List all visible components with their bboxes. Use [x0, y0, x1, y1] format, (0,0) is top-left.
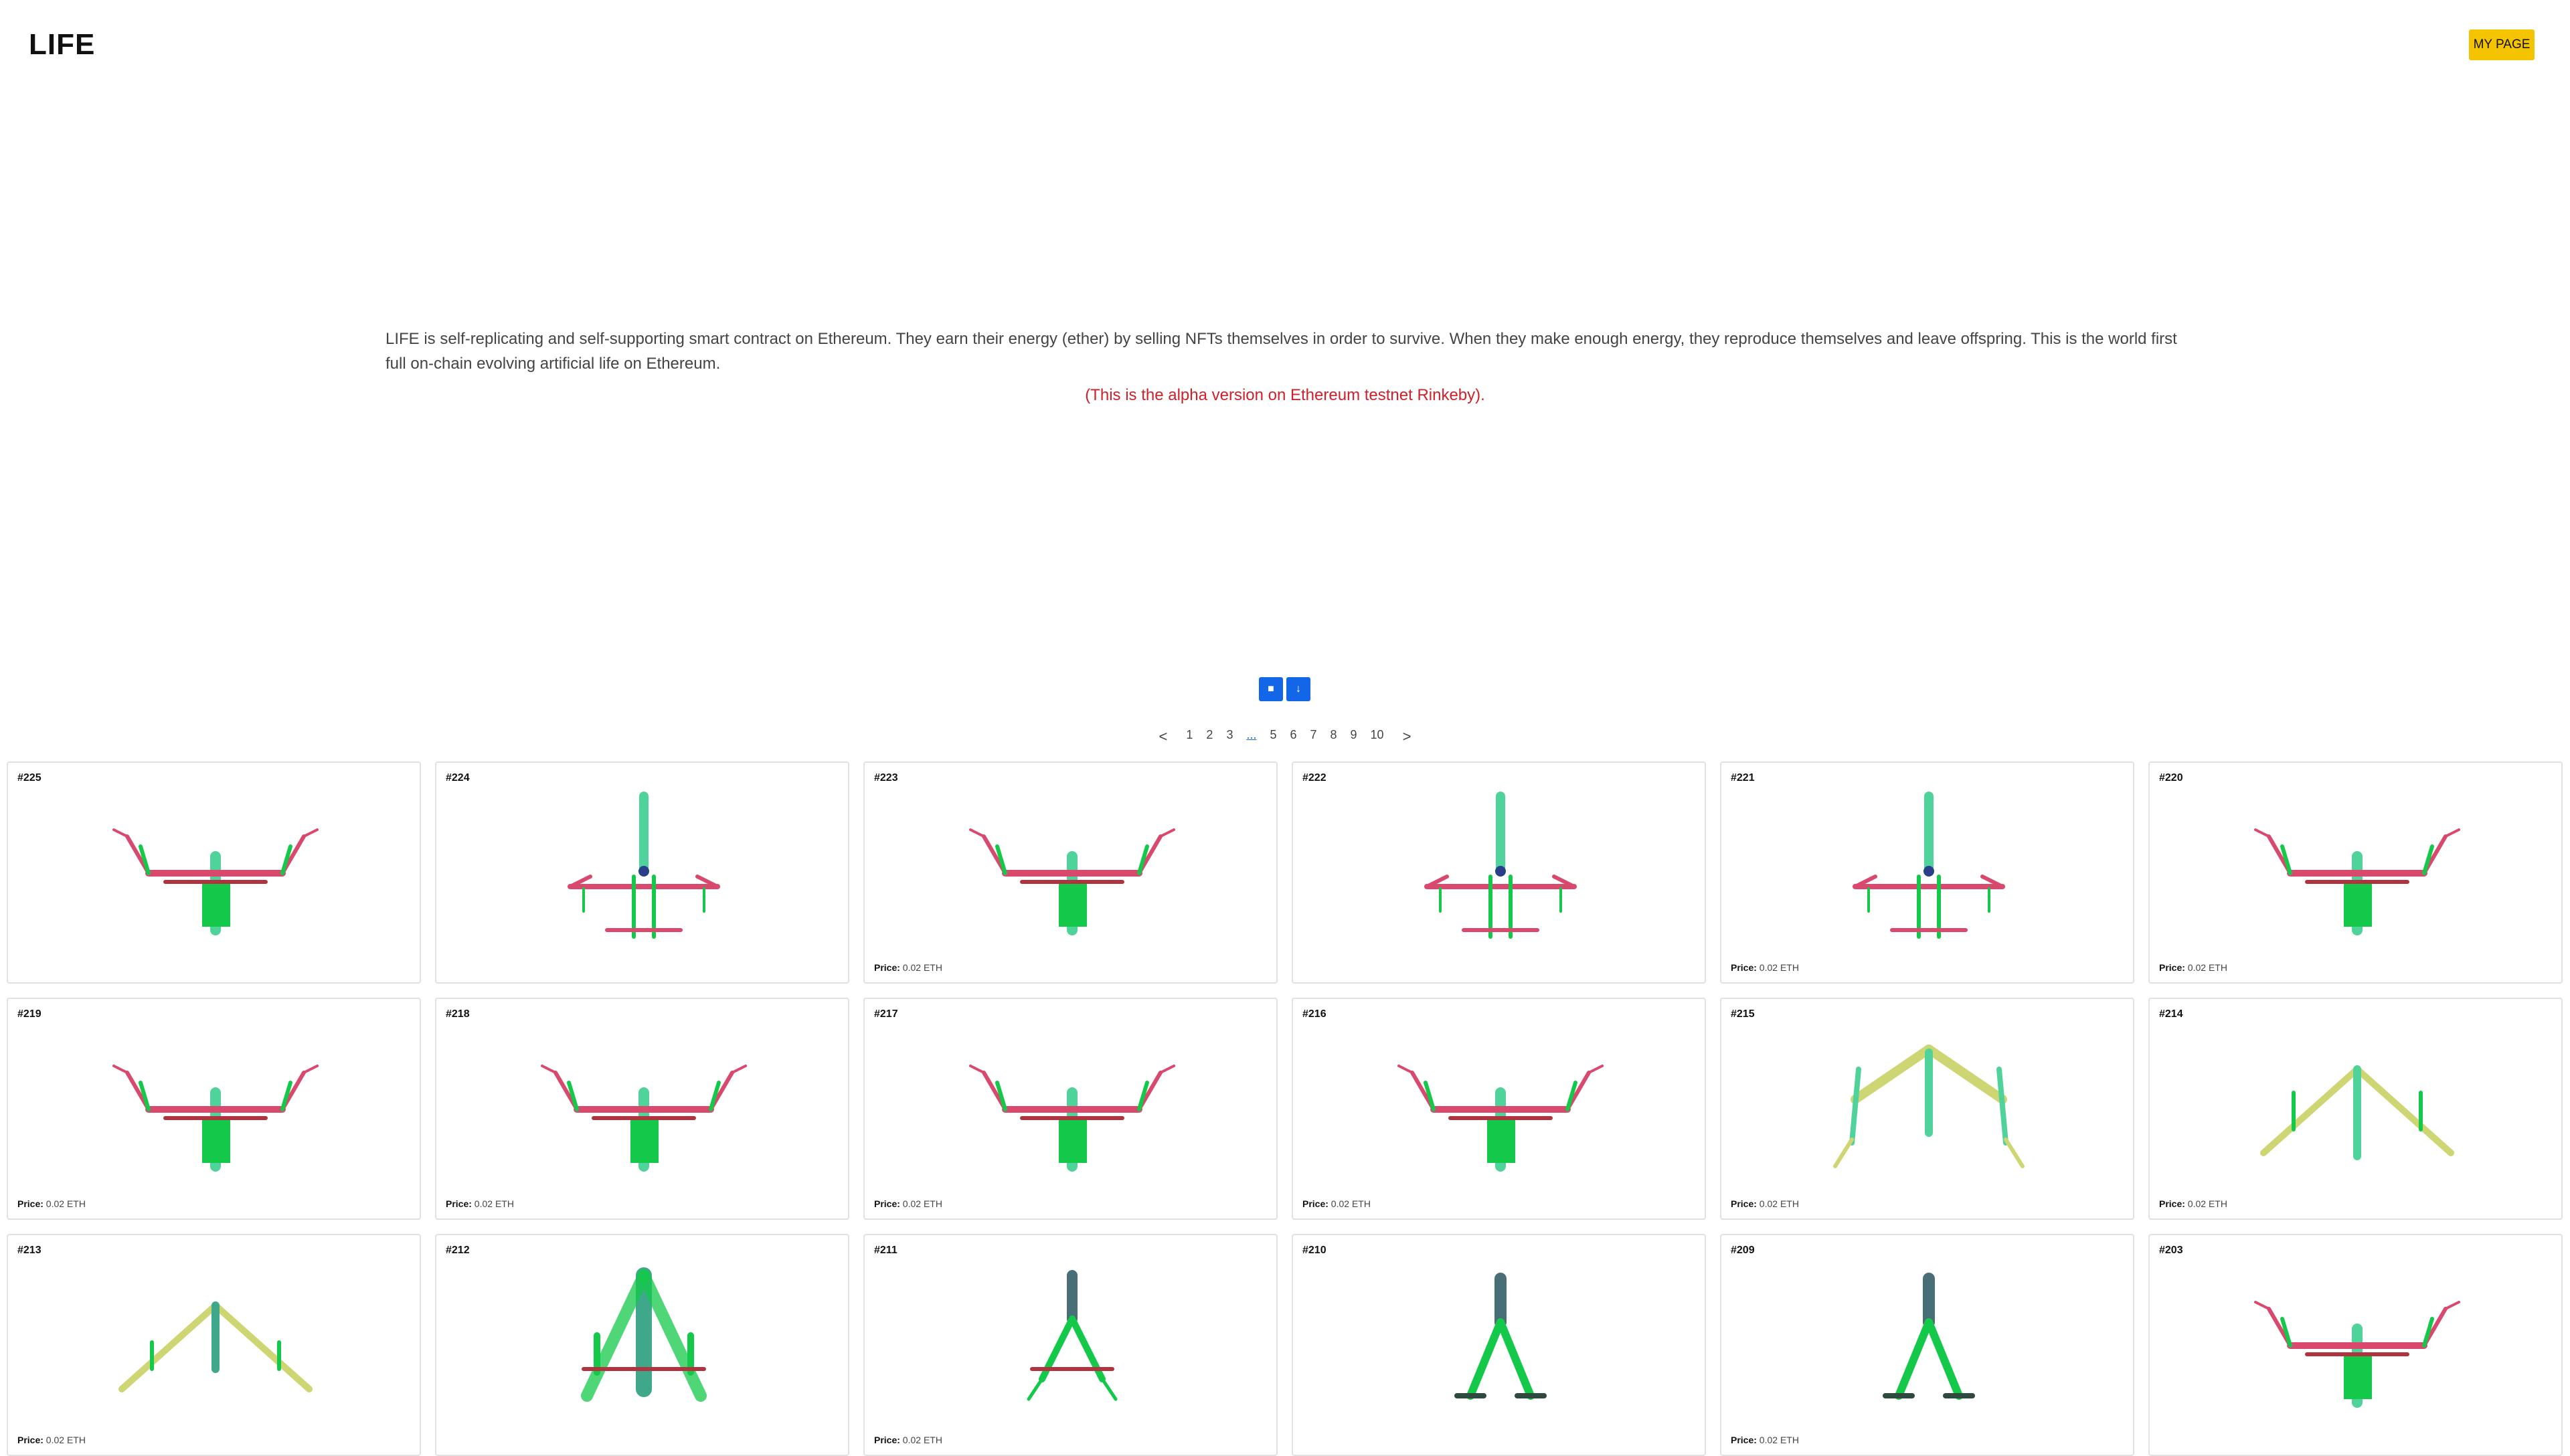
nft-card[interactable]: #217 Price: 0.02 ETH — [863, 998, 1278, 1220]
nft-card[interactable]: #223 Price: 0.02 ETH — [863, 761, 1278, 984]
nft-card[interactable]: #222 — [1292, 761, 1706, 984]
nft-card[interactable]: #225 — [7, 761, 421, 984]
page-2[interactable]: 2 — [1206, 728, 1213, 741]
nft-price: Price: 0.02 ETH — [874, 962, 942, 973]
nft-id: #219 — [17, 1008, 41, 1020]
nft-price: Price: 0.02 ETH — [2159, 1198, 2227, 1209]
nft-id: #223 — [874, 772, 898, 784]
nft-price: Price: 0.02 ETH — [1302, 1198, 1371, 1209]
nft-card[interactable]: #212 — [435, 1234, 849, 1456]
page-10[interactable]: 10 — [1370, 728, 1384, 741]
page-3[interactable]: 3 — [1226, 728, 1233, 741]
down-arrow-icon: ↓ — [1296, 683, 1301, 695]
nft-card[interactable]: #218 Price: 0.02 ETH — [435, 998, 849, 1220]
nft-id: #217 — [874, 1008, 898, 1020]
nft-card[interactable]: #221 Price: 0.02 ETH — [1720, 761, 2134, 984]
nft-price: Price: 0.02 ETH — [17, 1435, 86, 1445]
page-8[interactable]: 8 — [1330, 728, 1337, 741]
nft-id: #222 — [1302, 772, 1326, 784]
page-5[interactable]: 5 — [1270, 728, 1277, 741]
nft-card[interactable]: #216 Price: 0.02 ETH — [1292, 998, 1706, 1220]
nft-card[interactable]: #213 Price: 0.02 ETH — [7, 1234, 421, 1456]
page-ellipsis[interactable]: ... — [1246, 728, 1257, 741]
nft-card[interactable]: #224 — [435, 761, 849, 984]
nft-id: #212 — [446, 1245, 470, 1256]
nft-id: #218 — [446, 1008, 470, 1020]
nft-card[interactable]: #210 — [1292, 1234, 1706, 1456]
nft-id: #216 — [1302, 1008, 1326, 1020]
sort-button[interactable]: ↓ — [1286, 677, 1310, 701]
nft-id: #209 — [1731, 1245, 1755, 1256]
nft-price: Price: 0.02 ETH — [1731, 1198, 1799, 1209]
nft-price: Price: 0.02 ETH — [1731, 1435, 1799, 1445]
pagination-next[interactable]: > — [1402, 728, 1411, 745]
nft-id: #225 — [17, 772, 41, 784]
page-1[interactable]: 1 — [1186, 728, 1193, 741]
nft-card[interactable]: #215 Price: 0.02 ETH — [1720, 998, 2134, 1220]
alpha-note: (This is the alpha version on Ethereum t… — [1085, 386, 1485, 404]
nft-id: #221 — [1731, 772, 1755, 784]
logo[interactable]: LIFE — [29, 28, 96, 61]
nft-id: #203 — [2159, 1245, 2183, 1256]
nft-id: #211 — [874, 1245, 897, 1256]
nft-id: #215 — [1731, 1008, 1755, 1020]
page-6[interactable]: 6 — [1290, 728, 1297, 741]
nft-price: Price: 0.02 ETH — [874, 1435, 942, 1445]
nft-id: #213 — [17, 1245, 41, 1256]
intro-text: LIFE is self-replicating and self-suppor… — [386, 330, 2177, 373]
nft-id: #210 — [1302, 1245, 1326, 1256]
page-9[interactable]: 9 — [1350, 728, 1357, 741]
nft-grid: #225 #224 #223 — [7, 761, 2563, 1456]
nft-card[interactable]: #209 Price: 0.02 ETH — [1720, 1234, 2134, 1456]
nft-id: #214 — [2159, 1008, 2183, 1020]
nft-price: Price: 0.02 ETH — [2159, 962, 2227, 973]
nft-price: Price: 0.02 ETH — [1731, 962, 1799, 973]
nft-card[interactable]: #214 Price: 0.02 ETH — [2148, 998, 2563, 1220]
nft-price: Price: 0.02 ETH — [17, 1198, 86, 1209]
nft-card[interactable]: #220 Price: 0.02 ETH — [2148, 761, 2563, 984]
page-7[interactable]: 7 — [1310, 728, 1317, 741]
pagination: < 1 2 3 ... 5 6 7 8 9 10 > — [0, 728, 2570, 745]
nft-id: #224 — [446, 772, 470, 784]
nft-id: #220 — [2159, 772, 2183, 784]
square-icon: ■ — [1268, 683, 1274, 695]
nft-price: Price: 0.02 ETH — [874, 1198, 942, 1209]
my-page-button[interactable]: MY PAGE — [2469, 29, 2535, 60]
nft-card[interactable]: #203 — [2148, 1234, 2563, 1456]
pagination-prev[interactable]: < — [1159, 728, 1168, 745]
grid-view-button[interactable]: ■ — [1259, 677, 1283, 701]
nft-card[interactable]: #211 Price: 0.02 ETH — [863, 1234, 1278, 1456]
nft-card[interactable]: #219 Price: 0.02 ETH — [7, 998, 421, 1220]
nft-price: Price: 0.02 ETH — [446, 1198, 514, 1209]
